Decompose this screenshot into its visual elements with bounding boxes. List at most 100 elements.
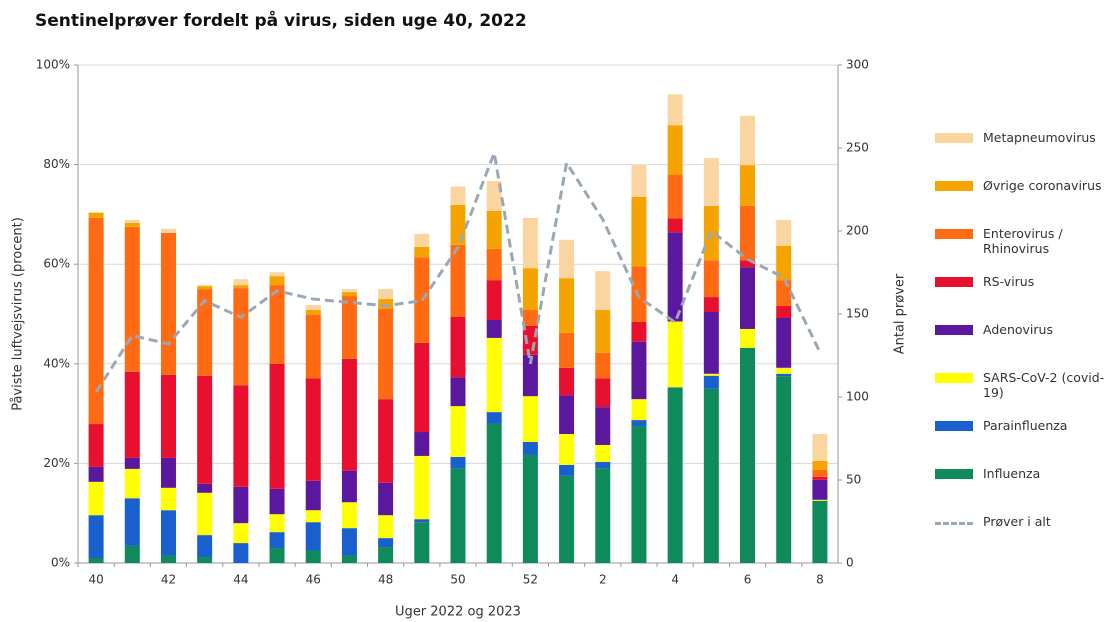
x-tick-label: 50 bbox=[450, 573, 465, 587]
legend-item: Parainfluenza bbox=[935, 418, 1120, 466]
bar-segment bbox=[740, 267, 756, 329]
bar-segment bbox=[522, 310, 538, 326]
bar-segment bbox=[88, 217, 104, 425]
x-tick-label: 2 bbox=[599, 573, 607, 587]
bar-segment bbox=[160, 232, 176, 375]
bar-segment bbox=[305, 305, 321, 311]
bar-segment bbox=[124, 226, 140, 372]
legend-label: Influenza bbox=[983, 466, 1041, 481]
bar-segment bbox=[124, 371, 140, 458]
bar-segment bbox=[486, 210, 502, 249]
bar-segment bbox=[703, 158, 719, 206]
bar-segment bbox=[197, 285, 213, 287]
legend-item: Enterovirus / Rhinovirus bbox=[935, 226, 1120, 274]
legend-swatch bbox=[935, 181, 973, 191]
bar-segment bbox=[414, 233, 430, 247]
bar-segment bbox=[233, 288, 249, 386]
bar-segment bbox=[305, 550, 321, 563]
bar-segment bbox=[522, 217, 538, 269]
bar-segment bbox=[667, 94, 683, 126]
bar-segment bbox=[559, 278, 575, 333]
bar-segment bbox=[595, 444, 611, 462]
legend-item: RS-virus bbox=[935, 274, 1120, 322]
bar-segment bbox=[486, 337, 502, 413]
y2-tick-label: 250 bbox=[846, 141, 869, 155]
bar-segment bbox=[631, 196, 647, 267]
legend-label: SARS-CoV-2 (covid-19) bbox=[983, 370, 1105, 400]
bar-segment bbox=[341, 555, 357, 563]
bar-segment bbox=[414, 522, 430, 563]
bar-segment bbox=[667, 232, 683, 322]
bar-segment bbox=[486, 423, 502, 563]
bar-segment bbox=[740, 115, 756, 166]
bar-segment bbox=[269, 532, 285, 549]
legend-item: Adenovirus bbox=[935, 322, 1120, 370]
bar-segment bbox=[703, 375, 719, 389]
bar-segment bbox=[414, 342, 430, 433]
bar-segment bbox=[341, 289, 357, 293]
bar-segment bbox=[559, 332, 575, 368]
bar-segment bbox=[378, 515, 394, 539]
bar-segment bbox=[559, 367, 575, 396]
bar-segment bbox=[595, 468, 611, 563]
bar-segment bbox=[305, 314, 321, 379]
bar-segment bbox=[559, 434, 575, 465]
bar-segment bbox=[197, 557, 213, 563]
y-tick-label: 60% bbox=[43, 257, 70, 271]
bar-segment bbox=[559, 239, 575, 279]
bar-segment bbox=[595, 378, 611, 408]
y-tick-label: 80% bbox=[43, 157, 70, 171]
bar-segment bbox=[197, 535, 213, 558]
bar-segment bbox=[559, 475, 575, 563]
bar-segment bbox=[776, 280, 792, 307]
legend-label: Prøver i alt bbox=[983, 514, 1051, 529]
bar-segment bbox=[233, 285, 249, 289]
y-axis-title: Påviste luftvejsvirus (procent) bbox=[11, 217, 26, 411]
bar-segment bbox=[341, 296, 357, 359]
bar-segment bbox=[341, 528, 357, 556]
x-tick-label: 52 bbox=[523, 573, 538, 587]
bar-segment bbox=[450, 456, 466, 469]
x-tick-label: 40 bbox=[88, 573, 103, 587]
bar-segment bbox=[486, 248, 502, 281]
bar-segment bbox=[703, 373, 719, 376]
bar-segment bbox=[305, 480, 321, 511]
bar-segment bbox=[341, 358, 357, 471]
bar-segment bbox=[703, 388, 719, 563]
bar-segment bbox=[160, 228, 176, 233]
bar-segment bbox=[124, 219, 140, 223]
y2-tick-label: 50 bbox=[846, 473, 861, 487]
line-series bbox=[94, 147, 822, 393]
bar-segment bbox=[233, 385, 249, 487]
bar-segment bbox=[595, 271, 611, 311]
legend-swatch bbox=[935, 229, 973, 239]
bar-segment bbox=[450, 244, 466, 317]
bar-segment bbox=[233, 523, 249, 544]
legend-label: Adenovirus bbox=[983, 322, 1053, 337]
bar-segment bbox=[776, 376, 792, 563]
bar-segment bbox=[197, 492, 213, 536]
legend-swatch bbox=[935, 277, 973, 287]
bar-segment bbox=[124, 222, 140, 227]
legend: Metapneumovirus Øvrige coronavirus Enterov… bbox=[935, 130, 1120, 562]
bar-segment bbox=[378, 309, 394, 400]
bar-segment bbox=[667, 218, 683, 233]
bar-segment bbox=[197, 375, 213, 484]
bar-segment bbox=[522, 268, 538, 311]
legend-swatch bbox=[935, 133, 973, 143]
bar-segment bbox=[197, 289, 213, 376]
bar-segment bbox=[197, 483, 213, 493]
x-tick-label: 44 bbox=[233, 573, 248, 587]
bar-segment bbox=[667, 387, 683, 563]
bar-segment bbox=[740, 165, 756, 206]
x-tick-label: 42 bbox=[161, 573, 176, 587]
bar-segment bbox=[450, 204, 466, 245]
bar-segment bbox=[595, 352, 611, 379]
bar-segment bbox=[378, 299, 394, 310]
x-tick-label: 4 bbox=[671, 573, 679, 587]
bar-segment bbox=[740, 328, 756, 348]
bar-segment bbox=[378, 399, 394, 483]
bar-segment bbox=[486, 181, 502, 211]
bar-segment bbox=[812, 499, 828, 501]
bar-segment bbox=[124, 498, 140, 546]
